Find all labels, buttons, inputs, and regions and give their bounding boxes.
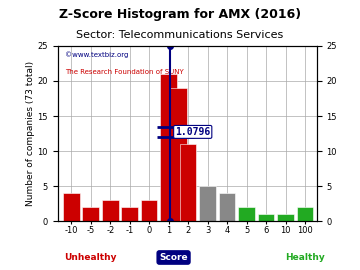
Y-axis label: Number of companies (73 total): Number of companies (73 total) bbox=[26, 61, 35, 206]
Bar bbox=[258, 214, 274, 221]
Bar bbox=[102, 200, 118, 221]
Bar bbox=[141, 200, 157, 221]
Text: Unhealthy: Unhealthy bbox=[64, 253, 117, 262]
Text: Healthy: Healthy bbox=[285, 253, 325, 262]
Bar bbox=[170, 88, 187, 221]
Text: The Research Foundation of SUNY: The Research Foundation of SUNY bbox=[66, 69, 184, 75]
Text: Score: Score bbox=[159, 253, 188, 262]
Bar bbox=[121, 207, 138, 221]
Bar bbox=[161, 74, 177, 221]
Text: Sector: Telecommunications Services: Sector: Telecommunications Services bbox=[76, 30, 284, 40]
Bar bbox=[277, 214, 294, 221]
Bar bbox=[199, 186, 216, 221]
Bar bbox=[63, 193, 80, 221]
Bar bbox=[219, 193, 235, 221]
Text: 1.0796: 1.0796 bbox=[175, 127, 210, 137]
Bar bbox=[297, 207, 314, 221]
Text: Z-Score Histogram for AMX (2016): Z-Score Histogram for AMX (2016) bbox=[59, 8, 301, 21]
Text: ©www.textbiz.org: ©www.textbiz.org bbox=[66, 51, 129, 58]
Bar bbox=[82, 207, 99, 221]
Bar bbox=[238, 207, 255, 221]
Bar bbox=[180, 144, 197, 221]
